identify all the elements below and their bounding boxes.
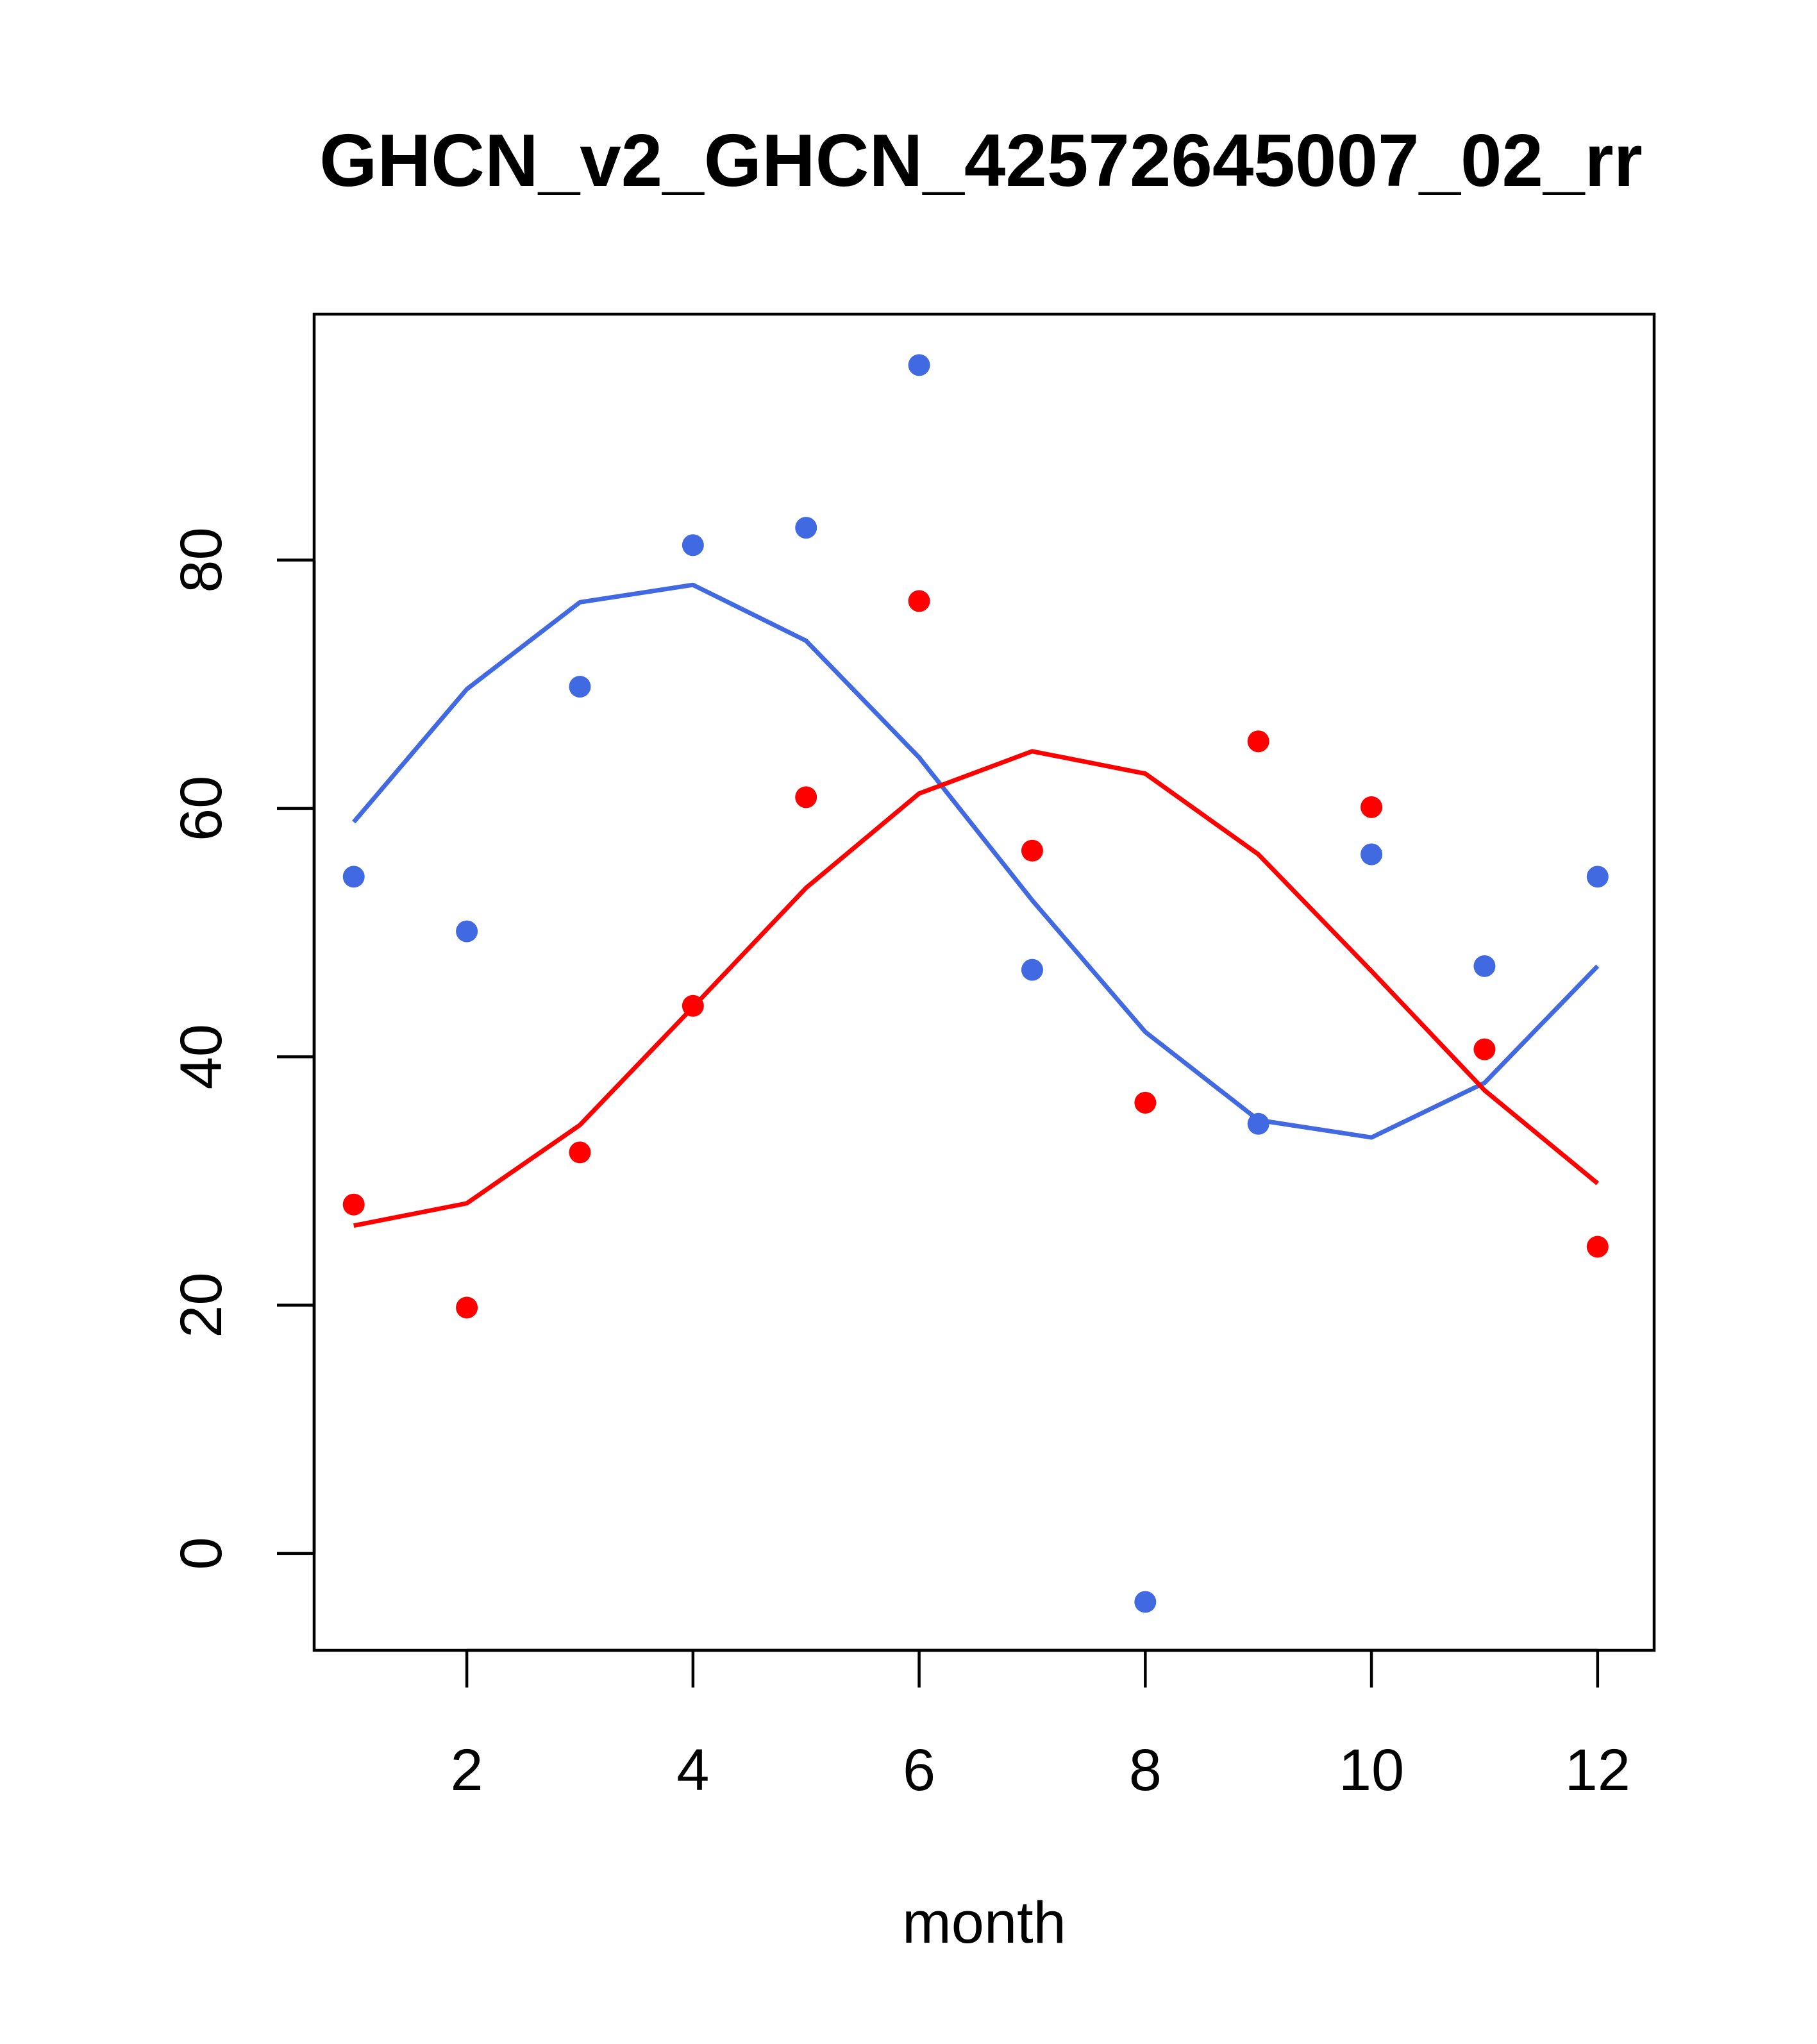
series-1-point-5 bbox=[795, 786, 817, 808]
x-axis: 2 4 6 8 10 12 bbox=[451, 1648, 1630, 1803]
chart-title: GHCN_v2_GHCN_42572645007_02_rr bbox=[319, 119, 1643, 202]
series-0-curve bbox=[352, 582, 1600, 1140]
x-tick-label-3: 8 bbox=[1129, 1738, 1162, 1803]
x-tick-label-2: 6 bbox=[903, 1738, 935, 1803]
plot-frame bbox=[312, 312, 1656, 1652]
series-1-point-10 bbox=[1361, 796, 1383, 818]
series-layer bbox=[342, 354, 1609, 1613]
x-tick-label-0: 2 bbox=[451, 1738, 483, 1803]
series-0-point-1 bbox=[342, 866, 365, 888]
series-0-point-6 bbox=[908, 354, 930, 376]
series-0-point-12 bbox=[1586, 866, 1609, 888]
x-tick-label-5: 12 bbox=[1565, 1738, 1630, 1803]
series-0-point-8 bbox=[1134, 1591, 1157, 1613]
series-1-point-4 bbox=[682, 994, 704, 1017]
y-tick-label-2: 40 bbox=[169, 1024, 234, 1089]
series-1-point-2 bbox=[456, 1296, 478, 1319]
series-0-point-3 bbox=[569, 676, 591, 698]
y-tick-label-4: 80 bbox=[169, 527, 234, 592]
series-0-point-10 bbox=[1361, 843, 1383, 866]
series-0-point-2 bbox=[456, 920, 478, 942]
series-1-point-7 bbox=[1021, 839, 1043, 862]
series-1-point-1 bbox=[342, 1193, 365, 1216]
y-tick-label-1: 20 bbox=[169, 1272, 234, 1337]
series-1-point-8 bbox=[1134, 1091, 1157, 1114]
x-tick-label-4: 10 bbox=[1339, 1738, 1404, 1803]
series-0-point-4 bbox=[682, 534, 704, 557]
series-0-point-5 bbox=[795, 517, 817, 539]
x-tick-label-1: 4 bbox=[676, 1738, 709, 1803]
series-1-point-3 bbox=[569, 1141, 591, 1164]
series-1-point-9 bbox=[1247, 730, 1269, 753]
y-axis: 0 20 40 60 80 bbox=[169, 527, 316, 1570]
series-1-curve bbox=[353, 749, 1600, 1228]
series-0-point-11 bbox=[1473, 955, 1496, 977]
x-axis-label: month bbox=[902, 1890, 1066, 1956]
series-0-point-7 bbox=[1021, 959, 1043, 981]
series-1-point-6 bbox=[908, 590, 930, 612]
y-tick-label-3: 60 bbox=[169, 776, 234, 841]
series-0-point-9 bbox=[1247, 1112, 1269, 1135]
y-tick-label-0: 0 bbox=[169, 1537, 234, 1570]
series-1-point-11 bbox=[1473, 1038, 1496, 1060]
series-1-point-12 bbox=[1586, 1236, 1609, 1258]
